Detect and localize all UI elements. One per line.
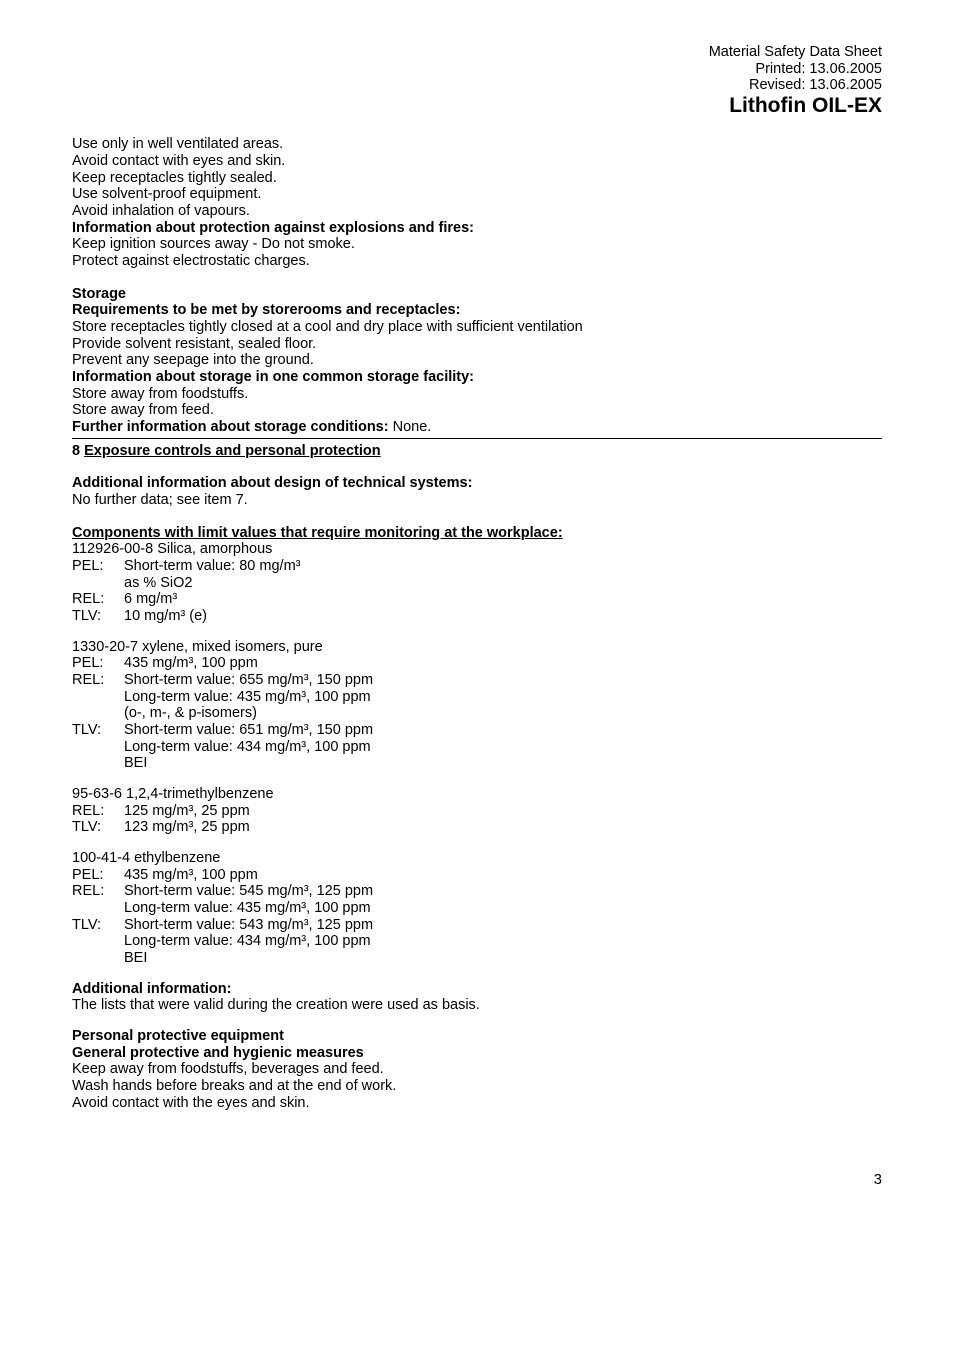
storage-section: Storage Requirements to be met by storer…	[72, 286, 882, 436]
rel-value: Short-term value: 545 mg/m³, 125 ppm	[124, 883, 373, 900]
pel-label: PEL:	[72, 655, 124, 672]
tlv-label: TLV:	[72, 917, 124, 934]
tlv-value: Short-term value: 651 mg/m³, 150 ppm	[124, 722, 373, 739]
storage-further-label: Further information about storage condit…	[72, 419, 393, 435]
storage-line: Prevent any seepage into the ground.	[72, 352, 882, 369]
additional-technical-info: Additional information about design of t…	[72, 475, 882, 508]
tlv-value: 123 mg/m³, 25 ppm	[124, 819, 250, 836]
additional-info-heading: Additional information:	[72, 981, 882, 998]
header-printed-date: Printed: 13.06.2005	[72, 61, 882, 78]
pel-value: 435 mg/m³, 100 ppm	[124, 655, 373, 672]
storage-line: Provide solvent resistant, sealed floor.	[72, 336, 882, 353]
handling-line: Use only in well ventilated areas.	[72, 136, 882, 153]
section-8-number: 8	[72, 443, 84, 459]
storage-common-heading: Information about storage in one common …	[72, 369, 882, 386]
component-name: 95-63-6 1,2,4-trimethylbenzene	[72, 786, 882, 803]
pel-value-line2: as % SiO2	[72, 575, 882, 592]
rel-label: REL:	[72, 672, 124, 689]
rel-value-line3: (o-, m-, & p-isomers)	[72, 705, 882, 722]
rel-label: REL:	[72, 803, 124, 820]
component-xylene: 1330-20-7 xylene, mixed isomers, pure PE…	[72, 639, 882, 772]
rel-value-line2: Long-term value: 435 mg/m³, 100 ppm	[72, 900, 882, 917]
rel-value-line2: Long-term value: 435 mg/m³, 100 ppm	[72, 689, 882, 706]
explosion-heading: Information about protection against exp…	[72, 220, 882, 237]
component-ethylbenzene: 100-41-4 ethylbenzene PEL: 435 mg/m³, 10…	[72, 850, 882, 967]
handling-line: Use solvent-proof equipment.	[72, 186, 882, 203]
ppe-subheading: General protective and hygienic measures	[72, 1045, 882, 1062]
ppe-line: Keep away from foodstuffs, beverages and…	[72, 1061, 882, 1078]
additional-technical-heading: Additional information about design of t…	[72, 475, 882, 492]
tlv-value: Short-term value: 543 mg/m³, 125 ppm	[124, 917, 373, 934]
handling-line: Protect against electrostatic charges.	[72, 253, 882, 270]
storage-further-line: Further information about storage condit…	[72, 419, 882, 436]
storage-line: Store receptacles tightly closed at a co…	[72, 319, 882, 336]
handling-line: Keep ignition sources away - Do not smok…	[72, 236, 882, 253]
storage-heading: Storage	[72, 286, 882, 303]
product-title: Lithofin OIL-EX	[72, 94, 882, 118]
handling-section: Use only in well ventilated areas. Avoid…	[72, 136, 882, 269]
rel-value: 6 mg/m³	[124, 591, 207, 608]
page-number: 3	[72, 1171, 882, 1188]
pel-value: Short-term value: 80 mg/m³	[124, 558, 300, 575]
component-trimethylbenzene: 95-63-6 1,2,4-trimethylbenzene REL: 125 …	[72, 786, 882, 836]
tlv-value-line2: Long-term value: 434 mg/m³, 100 ppm	[72, 739, 882, 756]
tlv-label: TLV:	[72, 608, 124, 625]
storage-line: Store away from feed.	[72, 402, 882, 419]
additional-info-text: The lists that were valid during the cre…	[72, 997, 882, 1014]
rel-label: REL:	[72, 883, 124, 900]
ppe-line: Wash hands before breaks and at the end …	[72, 1078, 882, 1095]
ppe-line: Avoid contact with the eyes and skin.	[72, 1095, 882, 1112]
storage-line: Store away from foodstuffs.	[72, 386, 882, 403]
storage-further-value: None.	[393, 419, 432, 435]
rel-value: Short-term value: 655 mg/m³, 150 ppm	[124, 672, 373, 689]
tlv-value-line3: BEI	[72, 755, 882, 772]
components-heading: Components with limit values that requir…	[72, 525, 882, 542]
handling-line: Keep receptacles tightly sealed.	[72, 170, 882, 187]
rel-value: 125 mg/m³, 25 ppm	[124, 803, 250, 820]
tlv-value-line2: Long-term value: 434 mg/m³, 100 ppm	[72, 933, 882, 950]
section-8-heading-row: 8 Exposure controls and personal protect…	[72, 443, 882, 460]
component-name: 1330-20-7 xylene, mixed isomers, pure	[72, 639, 882, 656]
additional-information-block: Additional information: The lists that w…	[72, 981, 882, 1014]
additional-technical-text: No further data; see item 7.	[72, 492, 882, 509]
header-sheet-type: Material Safety Data Sheet	[72, 44, 882, 61]
handling-line: Avoid contact with eyes and skin.	[72, 153, 882, 170]
storage-requirements-heading: Requirements to be met by storerooms and…	[72, 302, 882, 319]
document-header: Material Safety Data Sheet Printed: 13.0…	[72, 44, 882, 118]
pel-value: 435 mg/m³, 100 ppm	[124, 867, 373, 884]
ppe-section: Personal protective equipment General pr…	[72, 1028, 882, 1111]
component-name: 100-41-4 ethylbenzene	[72, 850, 882, 867]
handling-line: Avoid inhalation of vapours.	[72, 203, 882, 220]
tlv-value-line3: BEI	[72, 950, 882, 967]
component-name: 112926-00-8 Silica, amorphous	[72, 541, 882, 558]
tlv-label: TLV:	[72, 819, 124, 836]
pel-label: PEL:	[72, 867, 124, 884]
tlv-label: TLV:	[72, 722, 124, 739]
pel-label: PEL:	[72, 558, 124, 575]
header-revised-date: Revised: 13.06.2005	[72, 77, 882, 94]
section-8-title: Exposure controls and personal protectio…	[84, 443, 381, 459]
ppe-heading: Personal protective equipment	[72, 1028, 882, 1045]
section-divider	[72, 438, 882, 439]
component-silica: 112926-00-8 Silica, amorphous PEL: Short…	[72, 541, 882, 624]
tlv-value: 10 mg/m³ (e)	[124, 608, 207, 625]
rel-label: REL:	[72, 591, 124, 608]
